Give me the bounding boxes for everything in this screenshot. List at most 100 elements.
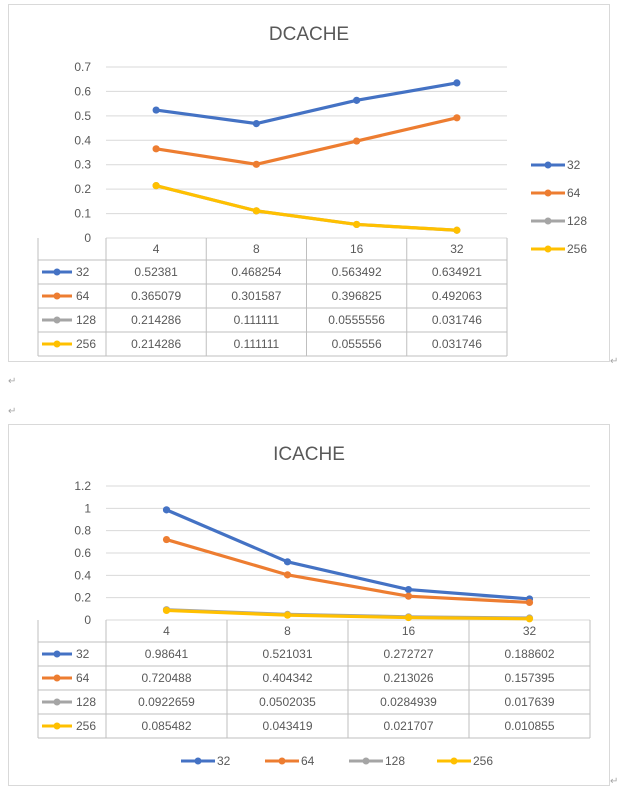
legend-key-marker — [544, 189, 552, 197]
table-legend-key-marker — [53, 316, 61, 324]
data-point-32 — [152, 106, 160, 114]
data-point-256 — [162, 606, 171, 615]
series-line-64 — [164, 537, 532, 605]
series-line-64 — [154, 116, 459, 166]
table-cell-value: 0.111111 — [234, 313, 280, 327]
table-cell-value: 0.98641 — [145, 647, 189, 661]
table-cell-value: 0.055556 — [332, 337, 382, 351]
legend-label: 32 — [217, 754, 231, 768]
y-tick-label: 0.8 — [74, 524, 91, 538]
legend-label: 64 — [301, 754, 315, 768]
x-category-label: 16 — [402, 624, 416, 638]
legend-key-marker — [278, 757, 286, 765]
table-series-name: 128 — [76, 695, 96, 709]
table-cell-value: 0.272727 — [383, 647, 433, 661]
x-category-label: 32 — [450, 242, 464, 256]
x-category-label: 4 — [153, 242, 160, 256]
y-tick-label: 0.6 — [74, 84, 91, 98]
y-tick-label: 0.2 — [74, 591, 91, 605]
table-cell-value: 0.188602 — [504, 647, 554, 661]
series-line-32 — [164, 508, 532, 601]
y-tick-label: 1.2 — [74, 479, 91, 493]
x-category-label: 4 — [163, 624, 170, 638]
table-legend-key-marker — [53, 698, 61, 706]
table-cell-value: 0.031746 — [432, 337, 482, 351]
legend-key-marker — [450, 757, 458, 765]
series-line-256 — [164, 608, 532, 621]
x-category-label: 32 — [523, 624, 537, 638]
table-legend-key-marker — [53, 722, 61, 730]
table-legend-key-marker — [53, 268, 61, 276]
data-point-64 — [453, 114, 461, 122]
table-series-name: 256 — [76, 719, 96, 733]
data-point-32 — [353, 96, 361, 104]
legend-key-marker — [544, 245, 552, 253]
data-point-32 — [283, 558, 292, 566]
table-legend-key-marker — [53, 674, 61, 682]
legend-key-marker — [362, 757, 370, 765]
series-line-32 — [154, 81, 459, 126]
y-tick-label: 0.6 — [74, 546, 91, 560]
table-cell-value: 0.404342 — [262, 671, 312, 685]
y-tick-label: 0.7 — [74, 60, 91, 74]
series-line-128 — [154, 184, 459, 232]
legend-label: 256 — [567, 242, 587, 256]
table-cell-value: 0.634921 — [432, 265, 482, 279]
table-cell-value: 0.017639 — [504, 695, 554, 709]
data-point-64 — [152, 145, 160, 153]
data-point-256 — [152, 182, 160, 190]
table-cell-value: 0.396825 — [332, 289, 382, 303]
table-cell-value: 0.043419 — [262, 719, 312, 733]
table-cell-value: 0.111111 — [234, 337, 280, 351]
y-tick-label: 0.2 — [74, 182, 91, 196]
table-cell-value: 0.157395 — [504, 671, 554, 685]
table-cell-value: 0.0922659 — [138, 695, 195, 709]
chart-title: DCACHE — [269, 24, 349, 45]
y-tick-label: 0.1 — [74, 207, 91, 221]
data-point-256 — [525, 615, 534, 623]
legend-key-marker — [194, 757, 202, 765]
table-series-name: 32 — [76, 647, 90, 661]
paragraph-mark-icon: ↵ — [8, 376, 17, 387]
table-cell-value: 0.301587 — [231, 289, 281, 303]
data-point-256 — [453, 226, 461, 234]
data-point-32 — [162, 506, 171, 514]
y-tick-label: 0 — [84, 231, 91, 245]
paragraph-mark-icon: ↵ — [8, 406, 17, 417]
table-series-name: 128 — [76, 313, 96, 327]
table-cell-value: 0.213026 — [383, 671, 433, 685]
data-point-256 — [283, 611, 292, 619]
table-cell-value: 0.365079 — [131, 289, 181, 303]
table-cell-value: 0.010855 — [504, 719, 554, 733]
series-line-256 — [154, 184, 459, 232]
y-tick-label: 1 — [84, 501, 91, 515]
dcache-chart-panel: DCACHE 0 0.1 0.2 0.3 0.4 0.5 0.6 0.7 4 8 16 32 32 0.52… — [8, 4, 610, 362]
table-cell-value: 0.031746 — [432, 313, 482, 327]
table-cell-value: 0.214286 — [131, 313, 181, 327]
data-point-256 — [252, 207, 260, 215]
table-cell-value: 0.0284939 — [380, 695, 437, 709]
legend-label: 128 — [567, 214, 587, 228]
data-point-32 — [252, 120, 260, 128]
icache-chart: ICACHE 0 0.2 0.4 0.6 0.8 1 1.2 4 8 16 32 32 0.98641 0.… — [37, 444, 591, 768]
table-legend-key-marker — [53, 650, 61, 658]
table-series-name: 64 — [76, 671, 90, 685]
y-tick-label: 0.4 — [74, 568, 91, 582]
table-cell-value: 0.214286 — [131, 337, 181, 351]
data-point-32 — [404, 585, 413, 594]
table-series-name: 32 — [76, 265, 90, 279]
data-point-64 — [162, 535, 171, 544]
table-cell-value: 0.720488 — [141, 671, 191, 685]
table-legend-key-marker — [53, 292, 61, 300]
y-tick-label: 0.5 — [74, 109, 91, 123]
data-point-256 — [404, 613, 413, 622]
y-tick-label: 0 — [84, 613, 91, 627]
legend-label: 256 — [473, 754, 493, 768]
legend-label: 64 — [567, 186, 581, 200]
table-legend-key-marker — [53, 340, 61, 348]
x-category-label: 8 — [253, 242, 260, 256]
table-cell-value: 0.563492 — [332, 265, 382, 279]
table-cell-value: 0.0555556 — [328, 313, 385, 327]
y-tick-label: 0.3 — [74, 158, 91, 172]
table-cell-value: 0.492063 — [432, 289, 482, 303]
